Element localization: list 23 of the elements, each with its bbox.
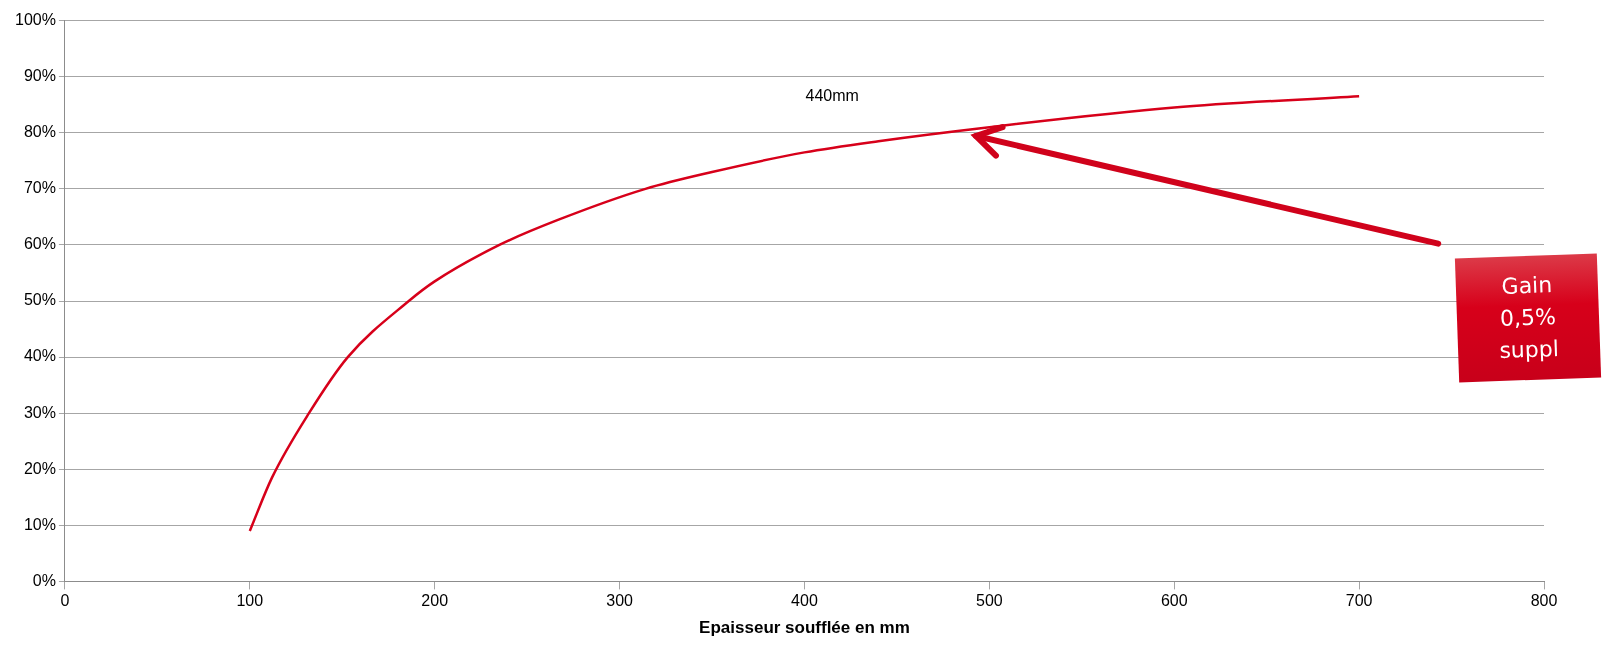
x-tick-label: 500 bbox=[975, 592, 1003, 610]
x-tick-label: 300 bbox=[606, 592, 634, 610]
x-tick-label: 0 bbox=[60, 592, 70, 610]
y-tick-label: 90% bbox=[23, 67, 56, 85]
y-tick-label: 0% bbox=[32, 571, 56, 589]
y-tick-label: 100% bbox=[15, 11, 56, 29]
y-tick-label: 30% bbox=[23, 403, 56, 421]
callout-box: Gain 0,5% suppl bbox=[1454, 253, 1602, 383]
x-tick-label: 600 bbox=[1160, 592, 1188, 610]
y-tick-label: 50% bbox=[23, 291, 56, 309]
x-tick-label: 100 bbox=[236, 592, 264, 610]
y-tick-label: 80% bbox=[23, 123, 56, 141]
y-tick-label: 70% bbox=[23, 179, 56, 197]
x-tick-label: 200 bbox=[421, 592, 449, 610]
annotation: 440mm bbox=[805, 87, 859, 106]
y-tick-label: 10% bbox=[23, 515, 56, 533]
x-tick-label: 800 bbox=[1530, 592, 1558, 610]
x-axis-title: Epaisseur soufflée en mm bbox=[699, 618, 910, 638]
x-tick-label: 700 bbox=[1345, 592, 1373, 610]
x-tick-label: 400 bbox=[791, 592, 818, 610]
y-tick-label: 60% bbox=[23, 235, 56, 253]
y-tick-label: 20% bbox=[23, 459, 56, 477]
y-tick-label: 40% bbox=[23, 347, 56, 365]
